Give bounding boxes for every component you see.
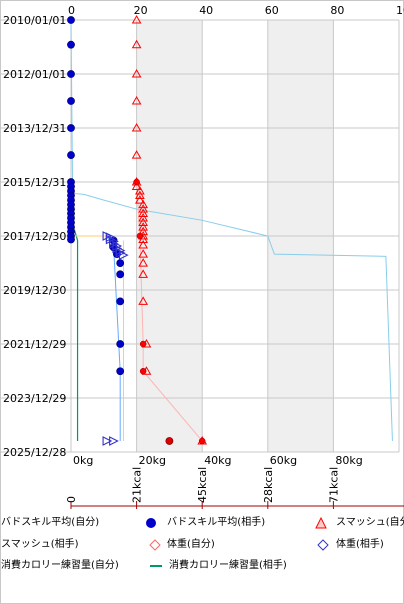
bad-self-point bbox=[67, 97, 75, 105]
x-bottom-tick-label: 60kg bbox=[270, 454, 297, 467]
x-bottom-tick-label: 80kg bbox=[335, 454, 362, 467]
smash-self-point bbox=[138, 213, 149, 222]
legend-item-bad-opp: バドスキル平均(相手) bbox=[167, 515, 327, 531]
line-swatch-icon bbox=[150, 565, 162, 567]
weight-opp-line bbox=[106, 235, 121, 441]
legend-item-smash-opp: スマッシュ(相手) bbox=[1, 537, 161, 553]
y-tick-label: 2021/12/29 bbox=[3, 338, 66, 351]
kcal-tick-label: 0 bbox=[65, 496, 78, 503]
x-top-tick-label: 80 bbox=[330, 4, 344, 17]
y-tick-label: 2025/12/28 bbox=[3, 446, 66, 459]
smash-self-point bbox=[131, 95, 142, 105]
smash-self-point bbox=[131, 122, 142, 132]
smash-self-point bbox=[131, 14, 142, 24]
bad-self-point bbox=[67, 70, 75, 78]
smash-opp-point bbox=[109, 436, 119, 446]
calorie-opp-line bbox=[73, 229, 79, 441]
kcal-tick-label: 45kcal bbox=[196, 467, 209, 503]
x-bottom-tick-label: 0kg bbox=[73, 454, 93, 467]
weight-self-point bbox=[198, 437, 206, 445]
y-tick-label: 2019/12/30 bbox=[3, 284, 66, 297]
weight-self-point bbox=[139, 367, 147, 375]
weight-self-point bbox=[133, 178, 140, 186]
y-tick-label: 2012/01/01 bbox=[3, 68, 66, 81]
smash-self-point bbox=[138, 269, 149, 278]
legend-label: 体重(相手) bbox=[336, 539, 384, 550]
y-tick-label: 2015/12/31 bbox=[3, 176, 66, 189]
smash-self-point bbox=[138, 296, 149, 305]
open-diamond-icon bbox=[317, 539, 329, 551]
triangle-icon bbox=[315, 517, 327, 529]
legend-label: 消費カロリー練習量(自分) bbox=[1, 560, 119, 571]
smash-self-point bbox=[131, 39, 142, 49]
filled-circle-icon bbox=[146, 518, 156, 528]
smash-opp-point bbox=[115, 247, 126, 258]
smash-opp-point bbox=[118, 250, 129, 261]
open-diamond-icon bbox=[149, 539, 161, 551]
legend-item-bad-self: バドスキル平均(自分) bbox=[1, 515, 156, 531]
chart-svg: 2010/01/01 2012/01/01 2013/12/31 2015/12/31… bbox=[1, 4, 404, 509]
y-tick-label: 2017/12/30 bbox=[3, 230, 66, 243]
legend-label: 消費カロリー練習量(相手) bbox=[169, 560, 287, 571]
bad-opp-point bbox=[116, 259, 125, 268]
smash-self-point bbox=[135, 190, 145, 200]
smash-self-point bbox=[138, 208, 149, 218]
legend-item-smash-self: スマッシュ(自分) bbox=[336, 515, 404, 531]
legend-label: バドスキル平均(自分) bbox=[1, 517, 100, 528]
smash-self-point bbox=[131, 68, 142, 78]
bad-self-point bbox=[67, 40, 75, 49]
bad-opp-point bbox=[116, 340, 125, 348]
smash-self-point bbox=[138, 222, 149, 231]
y-tick-label: 2010/01/01 bbox=[3, 14, 66, 27]
smash-self-point bbox=[138, 240, 149, 249]
legend-label: スマッシュ(自分) bbox=[336, 517, 404, 528]
bad-opp-point bbox=[116, 270, 125, 279]
bad-self-point bbox=[67, 16, 75, 24]
bad-self-point bbox=[67, 235, 75, 244]
legend-label: スマッシュ(相手) bbox=[1, 539, 79, 550]
x-top-tick-label: 40 bbox=[199, 4, 213, 17]
weight-self-point bbox=[139, 340, 147, 348]
weight-self-point bbox=[136, 232, 144, 240]
smash-self-point bbox=[131, 150, 142, 159]
x-bottom-tick-label: 40kg bbox=[204, 454, 231, 467]
bad-self-point bbox=[67, 151, 75, 159]
x-bottom-tick-label: 20kg bbox=[139, 454, 166, 467]
smash-self-point bbox=[135, 186, 145, 195]
smash-self-point bbox=[131, 181, 142, 191]
legend-item-cal-self: 消費カロリー練習量(自分) bbox=[1, 558, 171, 574]
y-tick-label: 2013/12/31 bbox=[3, 122, 66, 135]
smash-self-point bbox=[138, 258, 149, 267]
bad-opp-point bbox=[116, 367, 125, 376]
x-top-tick-label: 0 bbox=[68, 4, 75, 17]
kcal-tick-label: 28kcal bbox=[262, 467, 275, 503]
kcal-tick-label: 71kcal bbox=[327, 467, 340, 503]
bad-opp-point bbox=[165, 437, 174, 445]
calorie-self-line bbox=[70, 19, 393, 441]
legend-item-weight-self: 体重(自分) bbox=[167, 537, 329, 553]
x-top-tick-label: 20 bbox=[134, 4, 148, 17]
kcal-tick-label: 21kcal bbox=[131, 467, 144, 503]
smash-self-point bbox=[138, 199, 149, 209]
bad-self-point bbox=[67, 124, 75, 132]
y-tick-label: 2023/12/29 bbox=[3, 392, 66, 405]
smash-self-point bbox=[135, 195, 145, 204]
legend-label: 体重(自分) bbox=[167, 539, 215, 550]
legend-label: バドスキル平均(相手) bbox=[167, 517, 266, 528]
bad-opp-point bbox=[116, 297, 125, 306]
x-top-tick-label: 60 bbox=[265, 4, 279, 17]
smash-self-point bbox=[138, 204, 149, 213]
legend-item-cal-opp: 消費カロリー練習量(相手) bbox=[169, 558, 339, 574]
x-top-tick-label: 100 bbox=[396, 4, 404, 17]
smash-self-point bbox=[138, 217, 149, 227]
smash-opp-point bbox=[102, 436, 113, 446]
smash-self-point bbox=[138, 249, 149, 258]
legend-item-weight-opp: 体重(相手) bbox=[336, 537, 404, 553]
